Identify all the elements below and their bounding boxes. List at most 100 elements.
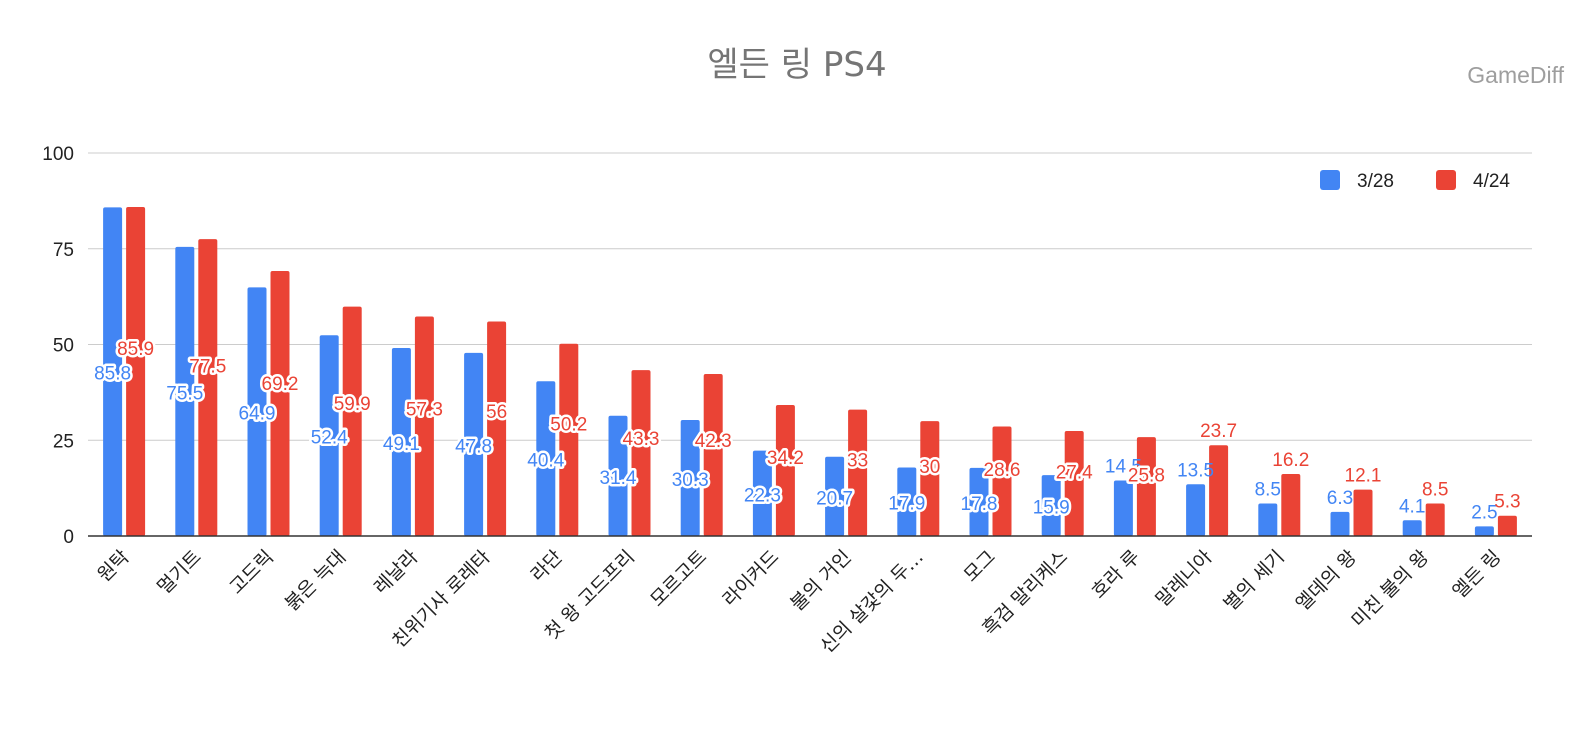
y-tick-label: 25 <box>53 431 74 452</box>
bar-3-28-5 <box>464 352 484 536</box>
data-label-3-28-18: 4.1 <box>1399 496 1425 517</box>
bar-4-24-10 <box>848 409 868 536</box>
data-label-3-28-13: 15.9 <box>1033 498 1070 519</box>
watermark-text: GameDiff <box>1467 62 1564 88</box>
bar-4-24-7 <box>631 370 651 536</box>
bar-4-24-5 <box>487 321 507 536</box>
y-tick-label: 100 <box>42 144 74 165</box>
bars <box>103 207 1517 537</box>
data-label-3-28-7: 31.4 <box>600 468 637 489</box>
legend-label-3-28[interactable]: 3/28 <box>1357 171 1394 192</box>
data-label-3-28-9: 22.3 <box>744 485 781 506</box>
data-label-4-24-12: 28.6 <box>984 460 1021 481</box>
bar-3-28-6 <box>536 381 556 536</box>
data-label-3-28-4: 49.1 <box>383 434 420 455</box>
bar-4-24-6 <box>559 343 579 536</box>
bar-3-28-16 <box>1258 503 1278 536</box>
bar-4-24-11 <box>920 421 940 536</box>
x-tick-label: 원탁 <box>93 546 133 586</box>
bar-4-24-16 <box>1281 473 1301 536</box>
bar-4-24-0 <box>126 207 146 537</box>
data-label-4-24-9: 34.2 <box>767 448 804 469</box>
data-label-4-24-17: 12.1 <box>1345 466 1382 487</box>
y-tick-label: 75 <box>53 240 74 261</box>
data-label-4-24-2: 69.2 <box>262 374 299 395</box>
bar-3-28-4 <box>391 347 411 536</box>
x-tick-label: 별의 세기 <box>1220 546 1289 615</box>
bar-3-28-12 <box>969 467 989 536</box>
x-tick-label: 고드릭 <box>225 546 278 599</box>
bar-4-24-2 <box>270 270 290 536</box>
data-label-3-28-15: 13.5 <box>1177 460 1214 481</box>
x-tick-label: 불의 거인 <box>786 546 855 615</box>
bar-3-28-11 <box>897 467 917 536</box>
data-label-3-28-8: 30.3 <box>672 470 709 491</box>
bar-4-24-1 <box>198 239 218 537</box>
bar-3-28-2 <box>247 287 267 536</box>
legend-swatch-3-28[interactable] <box>1320 170 1340 190</box>
bar-4-24-9 <box>775 405 795 536</box>
data-label-4-24-13: 27.4 <box>1056 462 1093 483</box>
data-label-4-24-1: 77.5 <box>189 357 226 378</box>
y-tick-label: 50 <box>53 336 74 357</box>
bar-4-24-13 <box>1064 431 1084 536</box>
data-label-4-24-14: 25.8 <box>1128 466 1165 487</box>
data-label-4-24-4: 57.3 <box>406 399 443 420</box>
bar-4-24-4 <box>414 316 434 536</box>
bar-4-24-12 <box>992 426 1012 536</box>
y-tick-label: 0 <box>63 527 74 548</box>
bar-3-28-7 <box>608 415 628 536</box>
bar-4-24-3 <box>342 306 362 536</box>
y-axis-ticks: 0 25 50 75 100 <box>42 144 74 548</box>
data-label-3-28-10: 20.7 <box>816 488 853 509</box>
data-label-3-28-19: 2.5 <box>1471 502 1497 523</box>
data-label-4-24-3: 59.9 <box>334 394 371 415</box>
bar-3-28-15 <box>1186 484 1206 536</box>
bar-4-24-17 <box>1353 489 1373 536</box>
data-label-4-24-16: 16.2 <box>1272 450 1309 471</box>
data-label-3-28-16: 8.5 <box>1255 479 1281 500</box>
data-label-4-24-7: 43.3 <box>623 429 660 450</box>
bar-3-28-8 <box>680 419 700 536</box>
data-label-4-24-18: 8.5 <box>1422 479 1448 500</box>
x-tick-label: 미친 불의 왕 <box>1347 546 1433 632</box>
data-label-3-28-1: 75.5 <box>166 383 203 404</box>
x-tick-label: 말레니아 <box>1152 546 1217 611</box>
data-label-4-24-11: 30 <box>919 457 940 478</box>
data-label-4-24-8: 42.3 <box>695 431 732 452</box>
bar-4-24-18 <box>1425 503 1445 536</box>
data-label-3-28-5: 47.8 <box>455 436 492 457</box>
bar-3-28-10 <box>825 456 845 536</box>
legend-label-4-24[interactable]: 4/24 <box>1473 171 1510 192</box>
bar-3-28-17 <box>1330 511 1350 536</box>
legend[interactable]: 3/28 4/24 <box>1320 170 1510 192</box>
bar-3-28-0 <box>103 207 123 537</box>
data-label-4-24-10: 33 <box>847 450 868 471</box>
data-label-3-28-17: 6.3 <box>1327 488 1353 509</box>
x-tick-label: 모르고트 <box>646 546 711 611</box>
data-label-3-28-11: 17.9 <box>888 494 925 515</box>
gridlines <box>88 152 1532 441</box>
bar-3-28-3 <box>319 335 339 536</box>
data-labels: 85.8 85.9 75.5 77.5 64.9 69.2 52.4 59.9 49.1 57.3… <box>92 337 1521 524</box>
data-label-3-28-6: 40.4 <box>527 451 564 472</box>
bar-3-28-13 <box>1041 475 1061 536</box>
x-tick-label: 멀기트 <box>153 546 206 599</box>
data-label-4-24-0: 85.9 <box>117 339 154 360</box>
bar-3-28-1 <box>175 246 195 536</box>
x-tick-label: 라이커드 <box>718 546 783 611</box>
data-label-4-24-19: 5.3 <box>1494 492 1520 513</box>
data-label-4-24-15: 23.7 <box>1200 421 1237 442</box>
legend-swatch-4-24[interactable] <box>1436 170 1456 190</box>
chart-title: 엘든 링 PS4 <box>707 45 886 85</box>
x-tick-label: 레날라 <box>370 546 423 599</box>
data-label-3-28-2: 64.9 <box>239 404 276 425</box>
x-tick-label: 엘든 링 <box>1449 546 1506 603</box>
data-label-4-24-6: 50.2 <box>550 414 587 435</box>
bar-4-24-15 <box>1209 445 1229 536</box>
x-tick-label: 라단 <box>527 546 567 586</box>
data-label-4-24-5: 56 <box>486 402 507 423</box>
data-label-3-28-3: 52.4 <box>311 428 348 449</box>
